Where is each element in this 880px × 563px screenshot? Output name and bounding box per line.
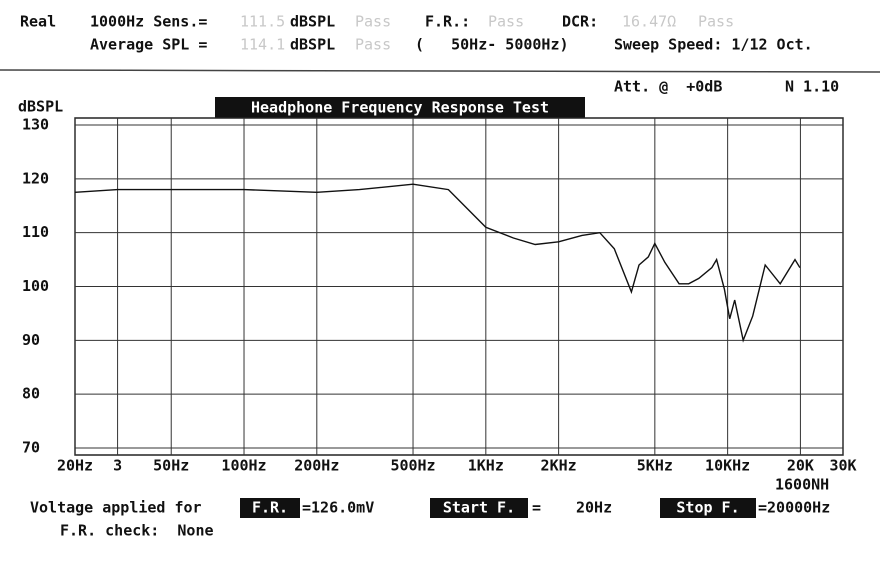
check: F.R. check: None bbox=[60, 522, 214, 540]
attenuation: Att. @ +0dB bbox=[614, 78, 722, 96]
avg-range: ( 50Hz- 5000Hz) bbox=[415, 36, 569, 54]
y-tick-label: 130 bbox=[22, 116, 49, 134]
avg-value: 114.1 bbox=[240, 36, 285, 54]
y-tick-label: 110 bbox=[22, 223, 49, 241]
x-tick-label: 3 bbox=[113, 457, 122, 475]
x-note: 1600NH bbox=[775, 476, 829, 494]
chart-title: Headphone Frequency Response Test bbox=[251, 99, 549, 117]
stop-value: =20000Hz bbox=[758, 499, 830, 517]
y-tick-label: 80 bbox=[22, 385, 40, 403]
start-value: 20Hz bbox=[576, 499, 612, 517]
x-tick-label: 10KHz bbox=[705, 457, 750, 475]
dcr-label: DCR: bbox=[562, 13, 598, 31]
dcr-status: Pass bbox=[698, 13, 734, 31]
separator bbox=[0, 69, 880, 73]
x-tick-label: 200Hz bbox=[294, 457, 339, 475]
x-tick-label: 1KHz bbox=[468, 457, 504, 475]
fr-button-label[interactable]: F.R. bbox=[252, 499, 288, 517]
start-button-label[interactable]: Start F. bbox=[443, 499, 515, 517]
y-axis-label: dBSPL bbox=[18, 98, 63, 116]
x-tick-label: 20Hz bbox=[57, 457, 93, 475]
sens-status: Pass bbox=[355, 13, 391, 31]
fr-label: F.R.: bbox=[425, 13, 470, 31]
y-tick-label: 90 bbox=[22, 331, 40, 349]
title-box bbox=[215, 97, 585, 118]
start-eq: = bbox=[532, 499, 541, 517]
x-tick-label: 100Hz bbox=[221, 457, 266, 475]
x-tick-label: 50Hz bbox=[153, 457, 189, 475]
fr-status: Pass bbox=[488, 13, 524, 31]
voltage-value: =126.0mV bbox=[302, 499, 374, 517]
response-line bbox=[74, 183, 801, 343]
y-tick-label: 100 bbox=[22, 277, 49, 295]
x-tick-label: 20K bbox=[787, 457, 814, 475]
voltage-label: Voltage applied for bbox=[30, 499, 202, 517]
y-tick-label: 120 bbox=[22, 169, 49, 187]
sens-unit: dBSPL bbox=[290, 13, 335, 31]
x-tick-label: 30K bbox=[829, 457, 856, 475]
x-tick-label: 500Hz bbox=[390, 457, 435, 475]
dcr-value: 16.47Ω bbox=[622, 13, 676, 31]
start-button[interactable] bbox=[430, 498, 528, 518]
y-tick-label: 70 bbox=[22, 439, 40, 457]
avg-label: Average SPL = bbox=[90, 36, 207, 54]
avg-unit: dBSPL bbox=[290, 36, 335, 54]
sweep: Sweep Speed: 1/12 Oct. bbox=[614, 36, 813, 54]
sens-label: 1000Hz Sens.= bbox=[90, 13, 207, 31]
fr-button[interactable] bbox=[240, 498, 300, 518]
stop-button-label[interactable]: Stop F. bbox=[676, 499, 739, 517]
sens-value: 111.5 bbox=[240, 13, 285, 31]
version: N 1.10 bbox=[785, 78, 839, 96]
x-tick-label: 5KHz bbox=[637, 457, 673, 475]
avg-status: Pass bbox=[355, 36, 391, 54]
mode: Real bbox=[20, 13, 56, 31]
x-tick-label: 2KHz bbox=[541, 457, 577, 475]
stop-button[interactable] bbox=[660, 498, 756, 518]
